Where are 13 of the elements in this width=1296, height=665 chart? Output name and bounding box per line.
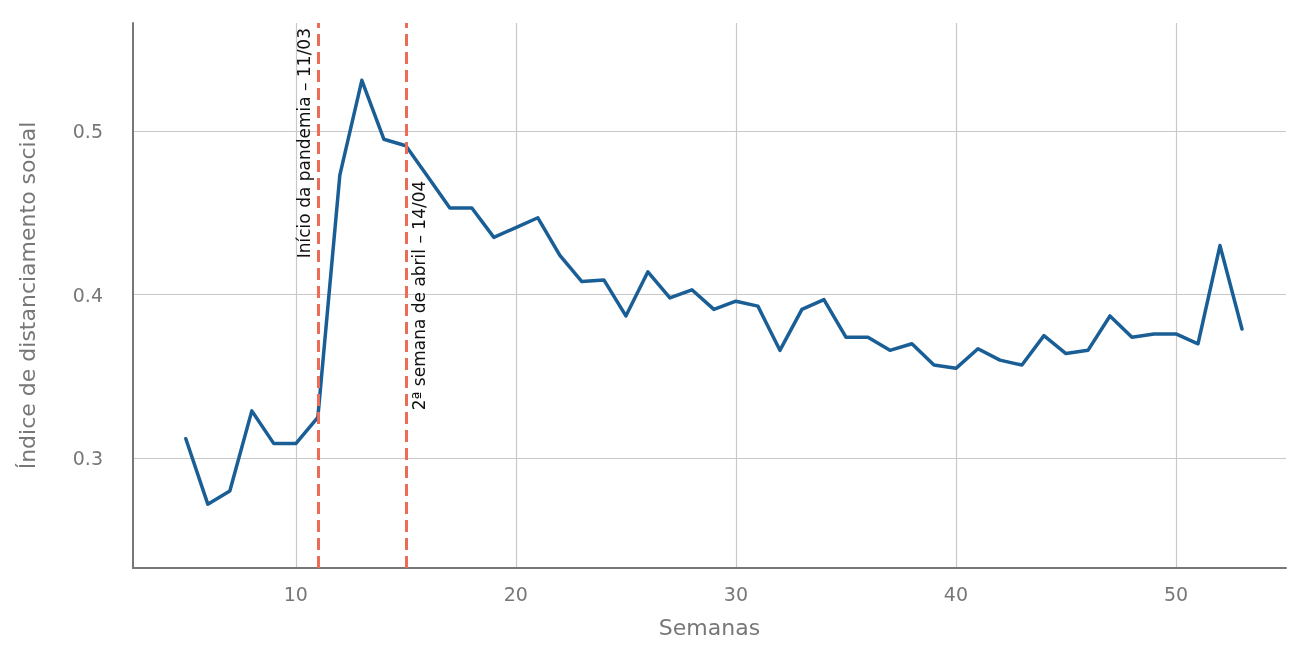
y-axis-title: Índice de distanciamento social — [14, 121, 40, 470]
x-tick-label: 20 — [503, 582, 528, 605]
x-tick-label: 10 — [283, 582, 308, 605]
y-tick-label: 0.3 — [72, 447, 103, 470]
x-tick-label: 30 — [723, 582, 748, 605]
ref-line-label: Início da pandemia – 11/03 — [294, 28, 315, 259]
y-tick-label: 0.5 — [72, 120, 103, 143]
x-axis-title: Semanas — [658, 614, 761, 640]
x-tick-label: 40 — [943, 582, 969, 605]
y-tick-label: 0.4 — [72, 283, 103, 306]
ref-line-label: 2ª semana de abril – 14/04 — [409, 180, 430, 411]
line-series — [184, 78, 1244, 506]
x-tick-label: 50 — [1163, 582, 1189, 605]
